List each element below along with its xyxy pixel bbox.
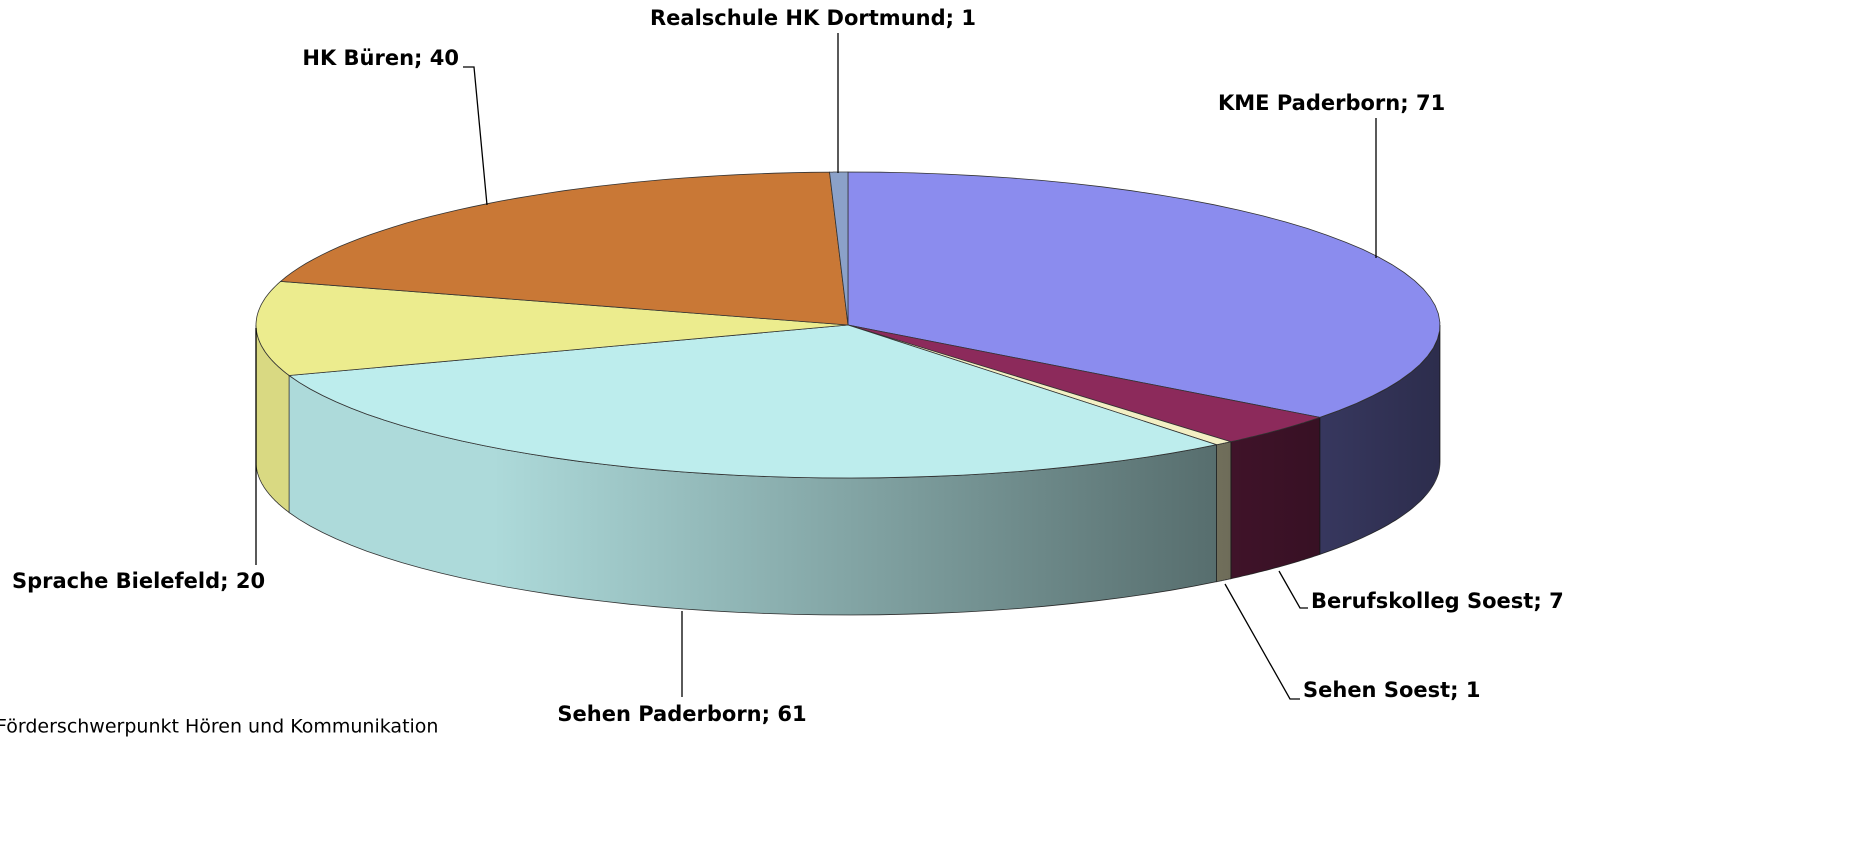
label-category: Sehen Soest bbox=[1303, 678, 1450, 702]
data-label: Realschule HK Dortmund; 1 bbox=[650, 6, 976, 30]
label-value: 61 bbox=[777, 702, 806, 726]
slice bbox=[847, 324, 1233, 446]
label-separator: ; bbox=[414, 46, 430, 70]
label-category: Realschule HK Dortmund bbox=[650, 6, 946, 30]
data-label: Sehen Paderborn; 61 bbox=[557, 702, 806, 726]
side-shading bbox=[256, 325, 1440, 615]
label-separator: ; bbox=[946, 6, 962, 30]
data-label: Sehen Soest; 1 bbox=[1303, 678, 1481, 702]
slice bbox=[847, 324, 1322, 443]
label-category: Sehen Paderborn bbox=[557, 702, 761, 726]
label-separator: ; bbox=[220, 569, 236, 593]
label-value: 1 bbox=[961, 6, 976, 30]
label-category: Sprache Bielefeld bbox=[12, 569, 220, 593]
label-value: 1 bbox=[1466, 678, 1481, 702]
data-label: KME Paderborn; 71 bbox=[1218, 91, 1445, 115]
leader-line bbox=[1278, 570, 1308, 609]
label-value: 71 bbox=[1416, 91, 1445, 115]
label-separator: ; bbox=[762, 702, 778, 726]
label-value: 40 bbox=[430, 46, 459, 70]
label-category: KME Paderborn bbox=[1218, 91, 1400, 115]
data-label: Sprache Bielefeld; 20 bbox=[12, 569, 265, 593]
leader-line bbox=[463, 66, 488, 206]
slice bbox=[287, 324, 1219, 479]
label-category: HK Büren bbox=[302, 46, 414, 70]
leader-line bbox=[1224, 583, 1300, 700]
data-label: Berufskolleg Soest; 7 bbox=[1311, 589, 1564, 613]
footnote: Förderschwerpunkt Hören und Kommunikatio… bbox=[0, 716, 438, 738]
label-separator: ; bbox=[1533, 589, 1549, 613]
label-value: 7 bbox=[1549, 589, 1564, 613]
label-value: 20 bbox=[236, 569, 265, 593]
label-separator: ; bbox=[1450, 678, 1466, 702]
label-separator: ; bbox=[1400, 91, 1416, 115]
data-label: HK Büren; 40 bbox=[302, 46, 459, 70]
label-category: Berufskolleg Soest bbox=[1311, 589, 1533, 613]
slice bbox=[847, 171, 1441, 418]
slice bbox=[829, 171, 849, 326]
